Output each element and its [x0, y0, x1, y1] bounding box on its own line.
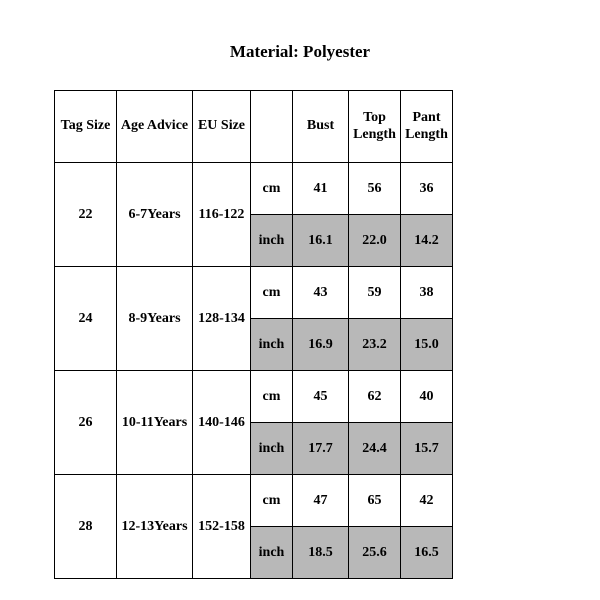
page-title: Material: Polyester — [0, 0, 600, 90]
cell-bust-cm: 47 — [293, 475, 349, 527]
cell-pant-inch: 14.2 — [401, 215, 453, 267]
col-tag-size: Tag Size — [55, 91, 117, 163]
cell-pant-cm: 36 — [401, 163, 453, 215]
cell-top-cm: 59 — [349, 267, 401, 319]
cell-eu: 140-146 — [193, 371, 251, 475]
cell-top-inch: 23.2 — [349, 319, 401, 371]
col-pant-length: Pant Length — [401, 91, 453, 163]
cell-bust-inch: 17.7 — [293, 423, 349, 475]
table-row: 28 12-13Years 152-158 cm 47 65 42 — [55, 475, 453, 527]
cell-unit-inch: inch — [251, 423, 293, 475]
cell-age: 8-9Years — [117, 267, 193, 371]
cell-bust-inch: 16.1 — [293, 215, 349, 267]
cell-top-cm: 62 — [349, 371, 401, 423]
cell-pant-inch: 15.7 — [401, 423, 453, 475]
cell-unit-inch: inch — [251, 527, 293, 579]
cell-tag: 24 — [55, 267, 117, 371]
cell-bust-cm: 43 — [293, 267, 349, 319]
table-row: 26 10-11Years 140-146 cm 45 62 40 — [55, 371, 453, 423]
cell-tag: 26 — [55, 371, 117, 475]
cell-bust-cm: 41 — [293, 163, 349, 215]
cell-pant-inch: 15.0 — [401, 319, 453, 371]
cell-top-cm: 65 — [349, 475, 401, 527]
cell-eu: 152-158 — [193, 475, 251, 579]
cell-pant-cm: 38 — [401, 267, 453, 319]
table-header-row: Tag Size Age Advice EU Size Bust Top Len… — [55, 91, 453, 163]
table-row: 22 6-7Years 116-122 cm 41 56 36 — [55, 163, 453, 215]
cell-top-inch: 24.4 — [349, 423, 401, 475]
cell-age: 12-13Years — [117, 475, 193, 579]
col-eu-size: EU Size — [193, 91, 251, 163]
col-bust: Bust — [293, 91, 349, 163]
cell-pant-inch: 16.5 — [401, 527, 453, 579]
cell-pant-cm: 40 — [401, 371, 453, 423]
cell-bust-inch: 16.9 — [293, 319, 349, 371]
cell-top-cm: 56 — [349, 163, 401, 215]
cell-unit-cm: cm — [251, 163, 293, 215]
cell-tag: 22 — [55, 163, 117, 267]
cell-bust-cm: 45 — [293, 371, 349, 423]
cell-pant-cm: 42 — [401, 475, 453, 527]
cell-top-inch: 22.0 — [349, 215, 401, 267]
cell-eu: 116-122 — [193, 163, 251, 267]
cell-unit-cm: cm — [251, 371, 293, 423]
size-table: Tag Size Age Advice EU Size Bust Top Len… — [54, 90, 453, 579]
cell-eu: 128-134 — [193, 267, 251, 371]
cell-unit-cm: cm — [251, 267, 293, 319]
cell-unit-inch: inch — [251, 319, 293, 371]
cell-age: 6-7Years — [117, 163, 193, 267]
table-row: 24 8-9Years 128-134 cm 43 59 38 — [55, 267, 453, 319]
cell-unit-cm: cm — [251, 475, 293, 527]
cell-tag: 28 — [55, 475, 117, 579]
col-unit — [251, 91, 293, 163]
col-top-length: Top Length — [349, 91, 401, 163]
cell-bust-inch: 18.5 — [293, 527, 349, 579]
cell-age: 10-11Years — [117, 371, 193, 475]
col-age-advice: Age Advice — [117, 91, 193, 163]
cell-top-inch: 25.6 — [349, 527, 401, 579]
cell-unit-inch: inch — [251, 215, 293, 267]
